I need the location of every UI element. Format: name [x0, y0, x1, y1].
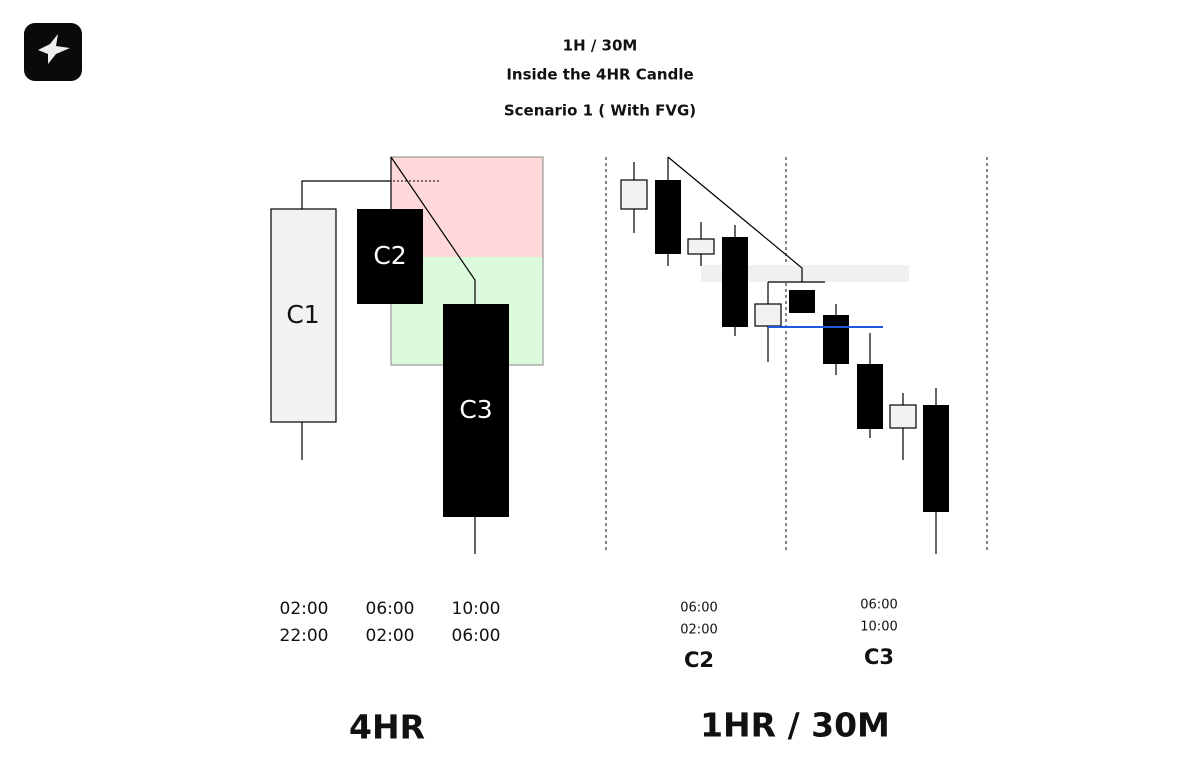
candle — [889, 404, 917, 429]
header-line: Scenario 1 ( With FVG) — [504, 102, 696, 120]
gap-band — [701, 265, 909, 282]
candle-c1 — [270, 208, 337, 423]
candle-label: C3 — [459, 395, 492, 424]
candle — [754, 303, 782, 327]
section-label: C3 — [864, 645, 894, 669]
candle — [687, 238, 715, 255]
candle — [789, 290, 815, 313]
logo-bird — [38, 34, 70, 64]
time-label: 06:00 — [452, 626, 501, 646]
guide-line — [667, 156, 825, 283]
candle-c3 — [443, 304, 509, 517]
candle-label: C1 — [286, 300, 319, 329]
section-label: C2 — [684, 648, 714, 672]
time-label: 22:00 — [280, 626, 329, 646]
candle — [823, 315, 849, 364]
caption: 4HR — [349, 708, 425, 747]
time-label: 02:00 — [366, 626, 415, 646]
candle — [923, 405, 949, 512]
left-panel: C1 C2 C3 02:00 22:00 06:00 02:00 10:00 0… — [270, 156, 544, 747]
time-label: 06:00 — [680, 601, 717, 616]
candle-c2 — [357, 209, 423, 304]
header-line: 1H / 30M — [563, 37, 638, 55]
candle — [722, 237, 748, 327]
candle — [857, 364, 883, 429]
wick — [301, 180, 391, 209]
time-label: 10:00 — [860, 620, 897, 635]
time-label: 02:00 — [680, 623, 717, 638]
wick — [390, 156, 476, 304]
time-label: 06:00 — [860, 598, 897, 613]
time-label: 06:00 — [366, 599, 415, 619]
time-label: 02:00 — [280, 599, 329, 619]
candle — [655, 180, 681, 254]
caption: 1HR / 30M — [700, 706, 890, 745]
right-panel: 06:00 02:00 C2 06:00 10:00 C3 1HR / 30M — [605, 156, 988, 745]
candle-label: C2 — [373, 241, 406, 270]
header-line: Inside the 4HR Candle — [506, 66, 693, 84]
candle — [620, 179, 648, 210]
time-label: 10:00 — [452, 599, 501, 619]
